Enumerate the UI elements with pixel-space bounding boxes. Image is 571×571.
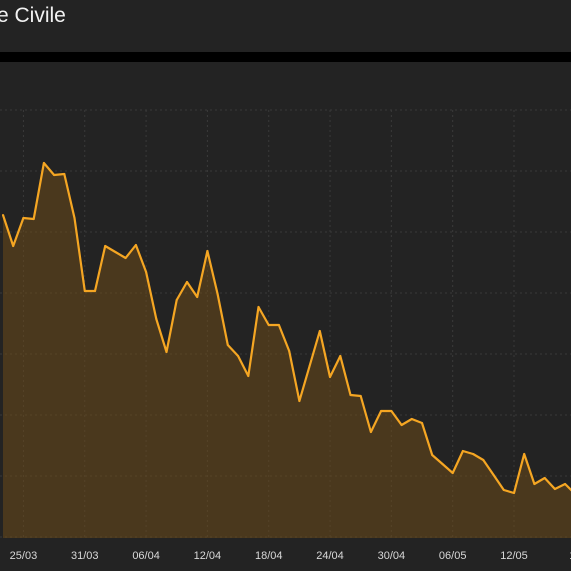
data-point <box>206 250 209 252</box>
x-tick-label: 31/03 <box>71 550 99 562</box>
data-point <box>492 474 495 476</box>
data-point <box>22 217 25 219</box>
x-tick-label: 06/04 <box>132 550 160 562</box>
data-point <box>196 296 199 298</box>
x-tick-label: 25/03 <box>10 550 38 562</box>
data-point <box>267 324 270 326</box>
data-point <box>564 483 567 485</box>
area-fill <box>3 163 571 538</box>
data-point <box>502 489 505 491</box>
x-tick-label: 18 <box>569 550 571 562</box>
series-line <box>1 161 571 495</box>
data-point <box>124 257 127 259</box>
x-tick-label: 12/04 <box>194 550 222 562</box>
data-point <box>165 351 168 353</box>
x-axis-ticks: 25/03 31/03 06/04 12/04 18/04 24/04 30/04 06/05… <box>10 550 571 562</box>
data-point <box>461 450 464 452</box>
data-point <box>237 355 240 357</box>
data-point <box>553 488 556 490</box>
data-point <box>482 459 485 461</box>
data-point <box>441 463 444 465</box>
data-point <box>288 350 291 352</box>
data-point <box>114 251 117 253</box>
data-point <box>329 376 331 378</box>
data-point <box>73 217 76 219</box>
data-point <box>186 281 188 283</box>
data-point <box>308 365 311 367</box>
chart-title: e Civile <box>0 4 66 27</box>
data-point <box>400 424 403 426</box>
data-point <box>543 477 546 479</box>
data-point <box>451 472 454 474</box>
data-point <box>431 454 434 456</box>
x-tick-label: 18/04 <box>255 550 283 562</box>
x-tick-label: 06/05 <box>439 550 467 562</box>
data-points <box>2 162 567 494</box>
data-point <box>94 290 96 292</box>
data-point <box>513 492 515 494</box>
data-point <box>421 422 423 424</box>
data-point <box>134 244 137 246</box>
data-point <box>359 395 362 397</box>
data-point <box>53 174 56 176</box>
x-tick-label: 30/04 <box>378 550 406 562</box>
data-point <box>523 453 526 455</box>
data-point <box>277 324 280 326</box>
x-tick-label: 12/05 <box>500 550 528 562</box>
data-point <box>216 293 219 295</box>
x-tick-label: 24/04 <box>316 550 344 562</box>
data-point <box>247 375 250 377</box>
data-point <box>2 214 4 216</box>
data-point <box>318 330 321 332</box>
data-point <box>42 162 45 164</box>
data-point <box>83 290 86 292</box>
data-point <box>533 483 536 485</box>
data-point <box>369 431 372 433</box>
data-point <box>12 245 15 247</box>
data-point <box>257 306 260 308</box>
data-point <box>349 394 352 396</box>
data-point <box>380 410 383 412</box>
data-point <box>175 299 178 301</box>
data-point <box>155 318 158 320</box>
data-point <box>410 418 413 420</box>
data-point <box>32 218 35 220</box>
data-point <box>472 453 475 455</box>
data-point <box>339 355 342 357</box>
title-bar: e Civile <box>0 0 571 52</box>
data-point <box>63 173 66 175</box>
divider <box>0 52 571 62</box>
data-point <box>390 410 393 412</box>
data-point <box>298 400 301 402</box>
data-point <box>104 245 107 247</box>
data-point <box>226 344 229 346</box>
data-point <box>145 271 148 273</box>
